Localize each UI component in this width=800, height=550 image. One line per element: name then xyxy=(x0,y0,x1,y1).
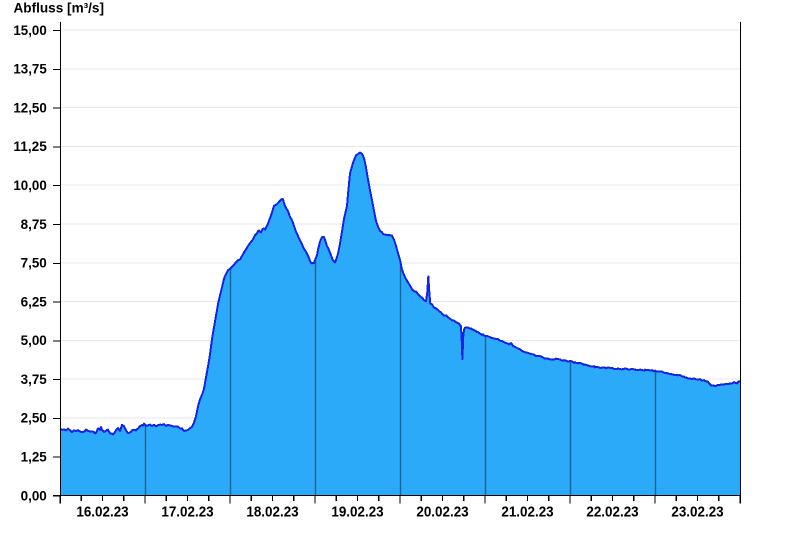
svg-text:17.02.23: 17.02.23 xyxy=(161,504,213,521)
svg-text:19.02.23: 19.02.23 xyxy=(331,504,383,521)
svg-text:8,75: 8,75 xyxy=(21,217,48,232)
svg-text:3,75: 3,75 xyxy=(21,372,48,387)
svg-text:21.02.23: 21.02.23 xyxy=(501,504,553,521)
svg-text:12,50: 12,50 xyxy=(13,100,46,115)
svg-text:7,50: 7,50 xyxy=(21,256,47,271)
svg-text:2,50: 2,50 xyxy=(21,411,47,426)
svg-text:5,00: 5,00 xyxy=(21,333,47,348)
svg-text:10,00: 10,00 xyxy=(13,178,46,193)
svg-text:20.02.23: 20.02.23 xyxy=(416,504,468,521)
svg-text:1,25: 1,25 xyxy=(21,450,48,465)
svg-text:Abfluss [m³/s]: Abfluss [m³/s] xyxy=(14,0,105,16)
svg-text:15,00: 15,00 xyxy=(13,23,46,38)
svg-text:0,00: 0,00 xyxy=(21,488,47,503)
svg-text:23.02.23: 23.02.23 xyxy=(671,504,723,521)
svg-text:13,75: 13,75 xyxy=(13,62,47,77)
svg-text:16.02.23: 16.02.23 xyxy=(76,504,128,521)
svg-text:6,25: 6,25 xyxy=(21,294,48,309)
svg-text:22.02.23: 22.02.23 xyxy=(586,504,638,521)
svg-text:11,25: 11,25 xyxy=(13,139,47,154)
svg-text:18.02.23: 18.02.23 xyxy=(246,504,298,521)
